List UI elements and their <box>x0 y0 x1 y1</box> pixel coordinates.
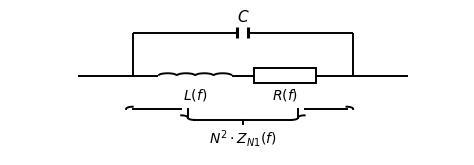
Text: $C$: $C$ <box>237 9 249 25</box>
Text: $N^2 \cdot Z_{N1}(f)$: $N^2 \cdot Z_{N1}(f)$ <box>209 128 277 149</box>
Bar <box>254 68 317 83</box>
Text: $L(f)$: $L(f)$ <box>183 87 207 103</box>
Text: $R(f)$: $R(f)$ <box>272 87 298 103</box>
